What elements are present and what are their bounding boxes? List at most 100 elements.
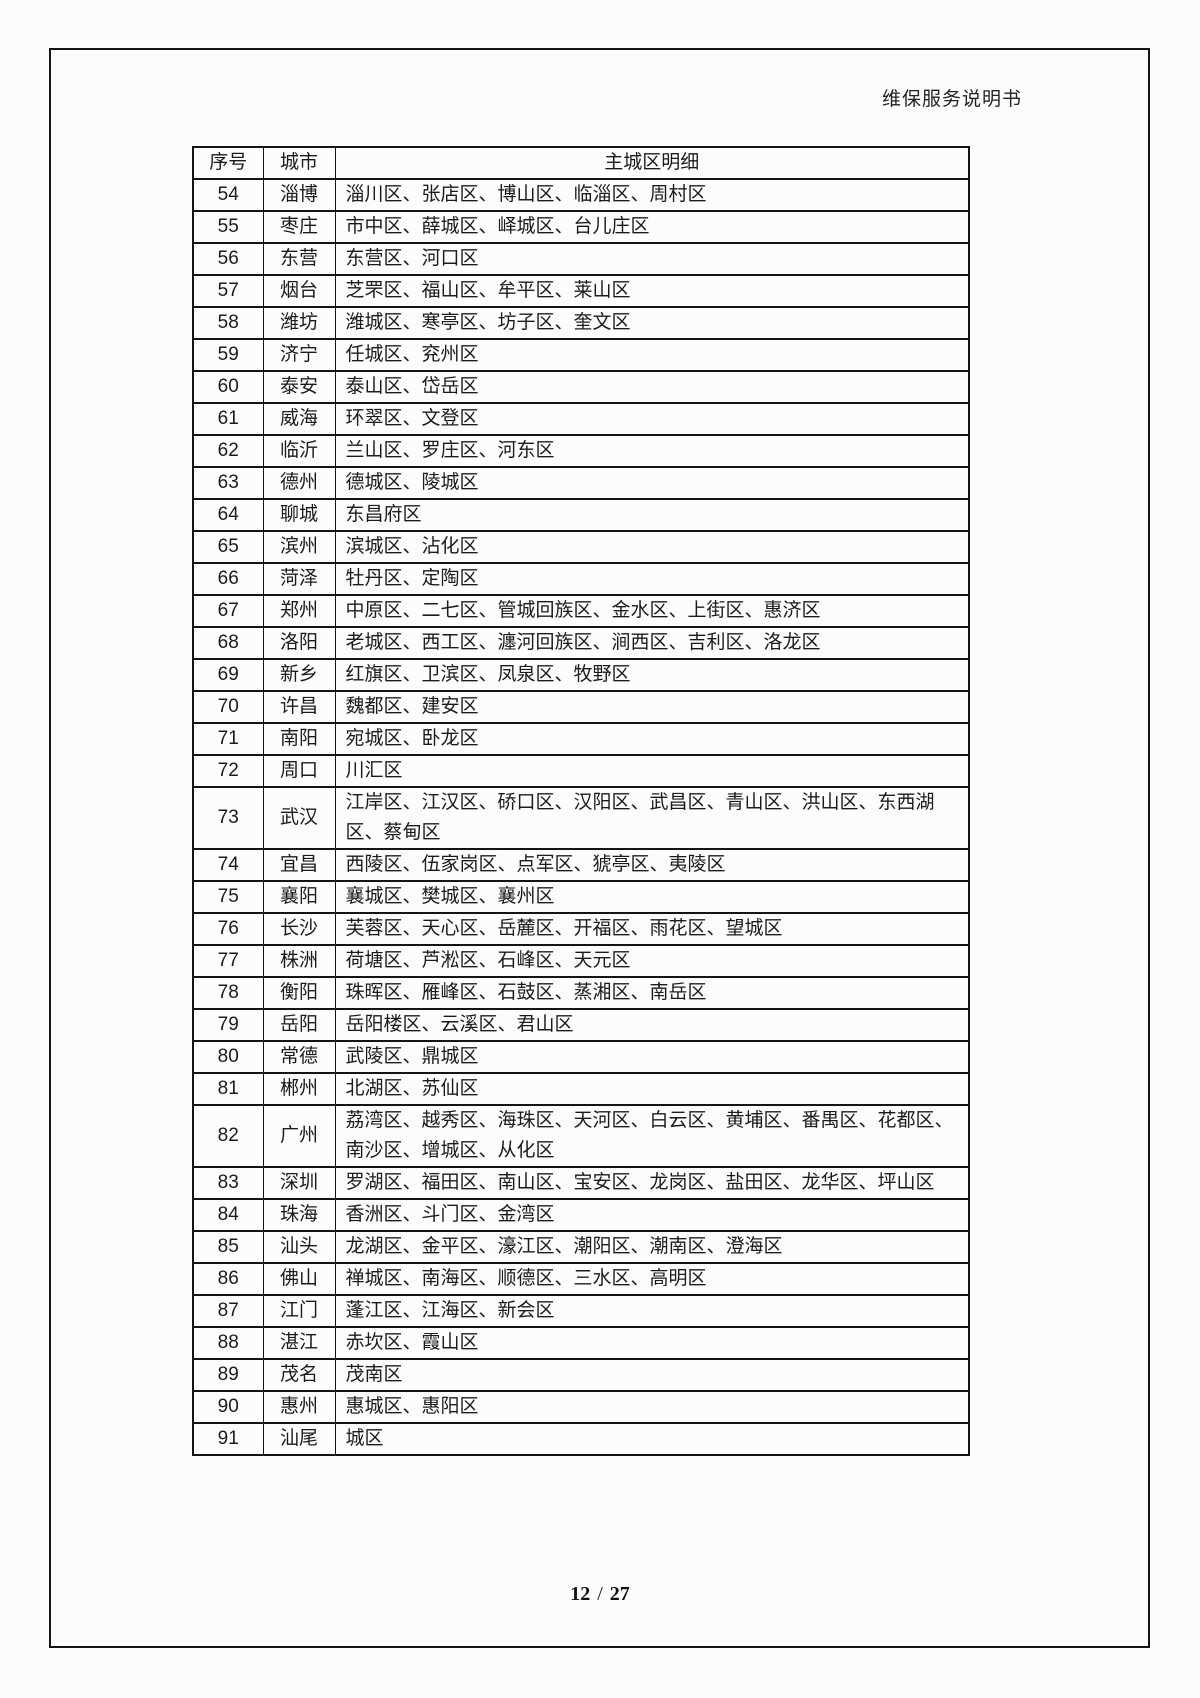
table-row: 62 临沂 兰山区、罗庄区、河东区 [192,434,970,468]
row-number-cell: 61 [192,402,264,436]
document-header-title: 维保服务说明书 [881,89,1022,110]
row-city-cell: 常德 [262,1040,336,1074]
row-districts-cell: 岳阳楼区、云溪区、君山区 [334,1008,970,1042]
row-number-cell: 85 [192,1230,264,1264]
table-row: 73 武汉 江岸区、江汉区、硚口区、汉阳区、武昌区、青山区、洪山区、东西湖区、蔡甸区 [192,786,970,850]
row-districts-cell: 老城区、西工区、瀍河回族区、涧西区、吉利区、洛龙区 [334,626,970,660]
row-districts-cell: 任城区、兖州区 [334,338,970,372]
row-number-cell: 73 [192,786,264,850]
table-row: 79 岳阳 岳阳楼区、云溪区、君山区 [192,1008,970,1042]
row-city-cell: 湛江 [262,1326,336,1360]
row-number-cell: 79 [192,1008,264,1042]
row-number-cell: 87 [192,1294,264,1328]
table-row: 82 广州 荔湾区、越秀区、海珠区、天河区、白云区、黄埔区、番禺区、花都区、南沙区、… [192,1104,970,1168]
row-number-cell: 56 [192,242,264,276]
table-header: 序号 城市 主城区明细 [192,146,970,180]
row-city-cell: 襄阳 [262,880,336,914]
row-city-cell: 枣庄 [262,210,336,244]
row-number-cell: 81 [192,1072,264,1106]
row-districts-cell: 香洲区、斗门区、金湾区 [334,1198,970,1232]
table-header-row: 序号 城市 主城区明细 [192,146,970,180]
row-number-cell: 69 [192,658,264,692]
row-districts-cell: 宛城区、卧龙区 [334,722,970,756]
table-row: 70 许昌 魏都区、建安区 [192,690,970,724]
table-row: 57 烟台 芝罘区、福山区、牟平区、莱山区 [192,274,970,308]
row-number-cell: 55 [192,210,264,244]
row-city-cell: 郑州 [262,594,336,628]
table-row: 58 潍坊 潍城区、寒亭区、坊子区、奎文区 [192,306,970,340]
table-row: 64 聊城 东昌府区 [192,498,970,532]
row-city-cell: 珠海 [262,1198,336,1232]
table-row: 75 襄阳 襄城区、樊城区、襄州区 [192,880,970,914]
table-row: 83 深圳 罗湖区、福田区、南山区、宝安区、龙岗区、盐田区、龙华区、坪山区 [192,1166,970,1200]
row-districts-cell: 红旗区、卫滨区、凤泉区、牧野区 [334,658,970,692]
row-number-cell: 83 [192,1166,264,1200]
row-city-cell: 新乡 [262,658,336,692]
row-districts-cell: 环翠区、文登区 [334,402,970,436]
row-city-cell: 滨州 [262,530,336,564]
row-city-cell: 衡阳 [262,976,336,1010]
row-districts-cell: 泰山区、岱岳区 [334,370,970,404]
row-districts-cell: 芙蓉区、天心区、岳麓区、开福区、雨花区、望城区 [334,912,970,946]
table-row: 81 郴州 北湖区、苏仙区 [192,1072,970,1106]
row-city-cell: 汕头 [262,1230,336,1264]
row-city-cell: 茂名 [262,1358,336,1392]
table-row: 91 汕尾 城区 [192,1422,970,1456]
table-row: 59 济宁 任城区、兖州区 [192,338,970,372]
row-districts-cell: 东营区、河口区 [334,242,970,276]
row-number-cell: 88 [192,1326,264,1360]
row-districts-cell: 兰山区、罗庄区、河东区 [334,434,970,468]
table-row: 84 珠海 香洲区、斗门区、金湾区 [192,1198,970,1232]
row-city-cell: 郴州 [262,1072,336,1106]
table-row: 74 宜昌 西陵区、伍家岗区、点军区、猇亭区、夷陵区 [192,848,970,882]
row-city-cell: 聊城 [262,498,336,532]
row-city-cell: 武汉 [262,786,336,850]
row-districts-cell: 罗湖区、福田区、南山区、宝安区、龙岗区、盐田区、龙华区、坪山区 [334,1166,970,1200]
table-row: 66 菏泽 牡丹区、定陶区 [192,562,970,596]
table-body: 54 淄博 淄川区、张店区、博山区、临淄区、周村区 55 枣庄 市中区、薛城区、峄城区、台… [192,178,970,1456]
table-row: 89 茂名 茂南区 [192,1358,970,1392]
table-row: 69 新乡 红旗区、卫滨区、凤泉区、牧野区 [192,658,970,692]
row-number-cell: 78 [192,976,264,1010]
footer-current-page: 12 [570,1583,591,1605]
city-districts-table: 序号 城市 主城区明细 54 淄博 淄川区、张店区、博山区、临淄区、周村区 55 枣庄市… [192,146,970,1456]
row-city-cell: 德州 [262,466,336,500]
row-districts-cell: 武陵区、鼎城区 [334,1040,970,1074]
table-row: 87 江门 蓬江区、江海区、新会区 [192,1294,970,1328]
row-city-cell: 东营 [262,242,336,276]
row-districts-cell: 魏都区、建安区 [334,690,970,724]
row-districts-cell: 禅城区、南海区、顺德区、三水区、高明区 [334,1262,970,1296]
row-number-cell: 54 [192,178,264,212]
row-city-cell: 威海 [262,402,336,436]
row-number-cell: 62 [192,434,264,468]
row-number-cell: 89 [192,1358,264,1392]
row-city-cell: 菏泽 [262,562,336,596]
row-districts-cell: 茂南区 [334,1358,970,1392]
row-districts-cell: 川汇区 [334,754,970,788]
table-row: 85 汕头 龙湖区、金平区、濠江区、潮阳区、潮南区、澄海区 [192,1230,970,1264]
footer-total-pages: 27 [609,1583,630,1605]
row-number-cell: 70 [192,690,264,724]
row-city-cell: 南阳 [262,722,336,756]
row-districts-cell: 东昌府区 [334,498,970,532]
column-header-city: 城市 [262,146,336,180]
row-districts-cell: 滨城区、沾化区 [334,530,970,564]
table-row: 63 德州 德城区、陵城区 [192,466,970,500]
row-number-cell: 84 [192,1198,264,1232]
table-row: 86 佛山 禅城区、南海区、顺德区、三水区、高明区 [192,1262,970,1296]
row-city-cell: 许昌 [262,690,336,724]
row-number-cell: 60 [192,370,264,404]
row-districts-cell: 龙湖区、金平区、濠江区、潮阳区、潮南区、澄海区 [334,1230,970,1264]
table-row: 55 枣庄 市中区、薛城区、峄城区、台儿庄区 [192,210,970,244]
row-number-cell: 76 [192,912,264,946]
row-number-cell: 58 [192,306,264,340]
row-number-cell: 90 [192,1390,264,1424]
row-districts-cell: 牡丹区、定陶区 [334,562,970,596]
row-city-cell: 惠州 [262,1390,336,1424]
row-districts-cell: 芝罘区、福山区、牟平区、莱山区 [334,274,970,308]
row-districts-cell: 北湖区、苏仙区 [334,1072,970,1106]
column-header-no: 序号 [192,146,264,180]
row-number-cell: 68 [192,626,264,660]
row-number-cell: 64 [192,498,264,532]
